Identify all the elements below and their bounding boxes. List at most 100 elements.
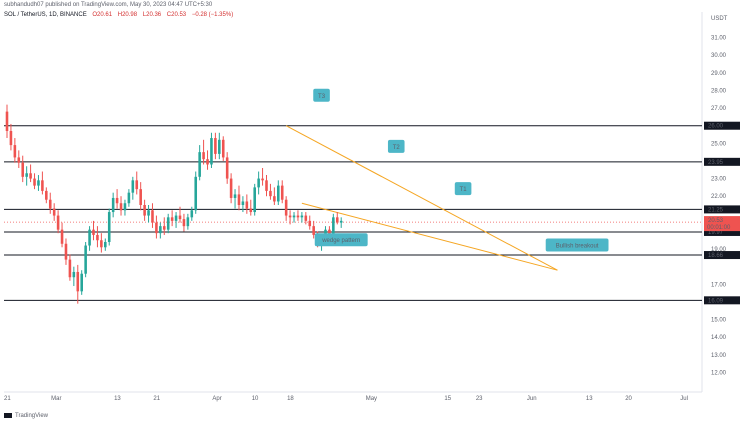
candle-body (45, 190, 48, 200)
candle-body (304, 215, 308, 221)
level-price-label: 16.09 (708, 298, 724, 304)
candle-body (300, 215, 304, 218)
annotation-text: Bullish breakout (556, 244, 599, 250)
x-tick-label: 21 (153, 396, 160, 402)
annotation-text: T2 (393, 145, 401, 151)
level-price-badge (704, 296, 740, 305)
candle-body (119, 203, 123, 211)
candle-body (115, 197, 119, 204)
last-price-label: 20.53 (708, 218, 724, 224)
candle-body (17, 157, 21, 163)
tradingview-logo-icon (4, 412, 12, 418)
candle-body (245, 201, 249, 209)
candle-body (56, 215, 60, 230)
level-price-badge (704, 157, 740, 166)
annotation-callout (387, 139, 405, 153)
candle-body (218, 139, 221, 154)
y-tick-label: 12.00 (711, 370, 727, 376)
candle-body (335, 217, 339, 223)
y-tick-label: 15.00 (711, 318, 727, 324)
candle-body (178, 215, 182, 220)
candle-body (76, 271, 80, 292)
candle-body (170, 217, 174, 221)
x-tick-label: Jun (527, 396, 537, 402)
candle-body (288, 215, 292, 218)
level-price-label: 23.95 (708, 160, 724, 166)
candle-body (269, 190, 272, 197)
candle-body (214, 138, 217, 154)
last-price-countdown: 00:01:00 (707, 225, 731, 231)
candle-body (72, 271, 76, 278)
candle-body (52, 208, 56, 216)
candle-body (107, 212, 111, 242)
level-price-badge (704, 121, 740, 130)
level-price-label: 18.66 (708, 253, 724, 259)
y-tick-label: 22.00 (711, 194, 727, 200)
x-tick-label: 13 (114, 396, 121, 402)
candle-body (135, 180, 139, 190)
y-tick-label: 31.00 (711, 36, 727, 42)
candle-body (5, 111, 9, 131)
candle-body (261, 178, 264, 181)
candle-body (162, 226, 166, 230)
candle-body (48, 199, 52, 209)
candle-body (21, 162, 25, 177)
candle-body (166, 217, 170, 230)
publish-info: subhandudh07 published on TradingView.co… (4, 2, 213, 8)
candle-body (92, 229, 95, 235)
candle-body (104, 242, 107, 248)
candle-body (312, 226, 315, 235)
x-tick-label: 10 (252, 396, 259, 402)
candle-body (225, 157, 229, 179)
level-price-badge (704, 205, 740, 214)
candle-body (111, 197, 115, 213)
level-price-label: 21.25 (708, 207, 724, 213)
candle-body (194, 176, 198, 211)
candle-body (88, 229, 91, 246)
candle-body (221, 139, 225, 158)
candle-body (25, 173, 28, 177)
candle-body (210, 138, 213, 165)
x-tick-label: Jul (680, 396, 688, 402)
last-price-badge (704, 216, 740, 232)
candle-body (241, 201, 245, 205)
candle-body (206, 159, 209, 165)
ohlc-close: C20.53 (166, 12, 187, 18)
annotation-text: T3 (318, 94, 326, 100)
candle-body (9, 131, 13, 146)
candle-body (159, 226, 162, 234)
candle-body (96, 234, 99, 241)
candle-body (284, 199, 288, 216)
candle-body (277, 185, 280, 202)
candle-body (84, 245, 87, 274)
y-tick-label: 28.00 (711, 88, 727, 94)
y-tick-label: 14.00 (711, 335, 727, 341)
candle-body (37, 180, 40, 186)
candle-body (186, 217, 190, 227)
candle-body (13, 145, 17, 158)
x-tick-label: 21 (4, 396, 11, 402)
level-price-badge (704, 227, 740, 236)
candle-body (151, 210, 154, 223)
candle-body (257, 178, 260, 188)
x-tick-label: May (366, 396, 377, 402)
y-tick-label: 25.00 (711, 141, 727, 147)
x-tick-label: Apr (212, 396, 221, 402)
candle-body (60, 229, 64, 244)
candle-body (123, 203, 127, 211)
candle-body (155, 222, 158, 234)
ohlc-high: H20.98 (117, 12, 138, 18)
candle-body (308, 220, 312, 227)
candle-body (280, 185, 284, 200)
candle-body (182, 219, 186, 227)
brand-text: TradingView (15, 413, 49, 419)
candle-body (229, 178, 233, 198)
candle-body (292, 215, 296, 218)
candle-body (100, 240, 103, 248)
candle-body (174, 215, 178, 221)
candle-body (233, 194, 237, 198)
candle-body (33, 178, 36, 186)
annotation-text: wedge pattern (321, 238, 360, 244)
candle-body (265, 180, 268, 191)
